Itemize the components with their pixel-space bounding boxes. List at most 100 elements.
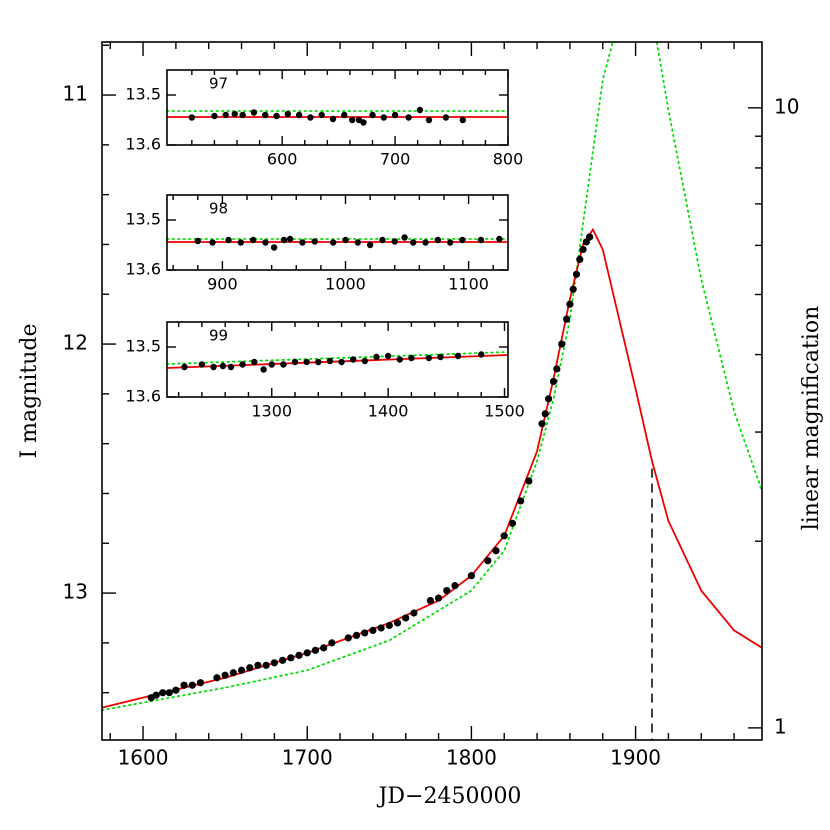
data-point — [159, 689, 167, 697]
data-point — [320, 644, 328, 652]
data-point — [569, 285, 577, 293]
data-point — [246, 664, 254, 672]
y-tick-label: 13.6 — [125, 387, 161, 406]
data-point — [227, 363, 235, 371]
model-curve — [102, 227, 762, 709]
data-point — [211, 112, 218, 120]
y-tick-label: 13.6 — [125, 135, 161, 154]
data-point — [262, 111, 269, 119]
frame — [166, 69, 509, 146]
data-point — [379, 236, 386, 244]
data-point — [425, 354, 433, 362]
data-point — [329, 115, 337, 123]
frame — [101, 41, 763, 741]
data-point — [172, 686, 180, 694]
data-point — [280, 236, 288, 244]
data-point — [508, 519, 517, 527]
data-point — [408, 354, 415, 362]
data-point — [525, 477, 533, 485]
plot-area — [167, 234, 508, 251]
frame — [166, 194, 509, 271]
data-point — [295, 111, 303, 119]
x-tick-label: 1800 — [446, 746, 497, 770]
inset-label: 99 — [209, 327, 228, 345]
data-point — [318, 111, 325, 119]
data-point — [278, 656, 287, 664]
data-point — [579, 245, 587, 254]
data-point — [360, 119, 367, 126]
data-point — [354, 239, 362, 246]
data-point — [210, 363, 217, 371]
data-point — [311, 238, 318, 245]
data-point — [369, 626, 377, 635]
x-tick-label: 700 — [380, 150, 411, 169]
data-point — [295, 651, 303, 659]
data-point — [443, 586, 451, 595]
data-point — [566, 300, 574, 308]
y2-axis-label: linear magnification — [799, 306, 824, 531]
data-point — [262, 239, 269, 246]
data-point — [446, 239, 454, 246]
data-point — [459, 236, 466, 244]
y-tick-label: 13.5 — [125, 85, 161, 104]
data-point — [393, 619, 402, 627]
data-point — [209, 239, 216, 246]
data-point — [402, 614, 410, 622]
data-point — [426, 596, 434, 605]
x-tick-label: 600 — [267, 150, 298, 169]
data-point — [484, 557, 492, 565]
data-point — [328, 639, 336, 647]
x-tick-label: 1300 — [251, 402, 292, 421]
y-tick-label: 13.6 — [125, 260, 161, 279]
data-point — [284, 110, 292, 118]
data-point — [338, 358, 345, 366]
data-point — [541, 410, 549, 418]
data-point — [416, 106, 424, 114]
plot-area — [167, 351, 508, 373]
data-point — [329, 239, 337, 246]
inset-background — [167, 195, 508, 270]
data-point — [229, 669, 237, 677]
data-point — [405, 114, 412, 121]
x-tick-label: 900 — [207, 275, 238, 294]
data-point — [268, 361, 275, 368]
inset-background — [167, 322, 508, 397]
data-point — [260, 366, 267, 373]
data-point — [366, 241, 374, 249]
data-point — [303, 649, 311, 657]
data-point — [396, 356, 403, 363]
data-point — [299, 239, 306, 246]
x-axis-label: JD−2450000 — [377, 784, 522, 809]
data-point — [549, 377, 558, 386]
data-point — [410, 609, 418, 617]
data-point — [311, 646, 320, 654]
x-tick-label: 1400 — [368, 402, 409, 421]
data-point — [538, 420, 546, 428]
data-point — [181, 363, 188, 371]
x-tick-label: 1900 — [610, 746, 661, 770]
data-point — [348, 116, 356, 124]
data-point — [342, 236, 349, 244]
data-point — [344, 634, 352, 642]
x-tick-label: 1100 — [448, 275, 489, 294]
data-point — [553, 365, 561, 373]
data-point — [451, 582, 459, 590]
x-tick-label: 1600 — [118, 746, 169, 770]
data-point — [250, 109, 258, 116]
data-point — [219, 362, 227, 370]
x-tick-label: 1500 — [484, 402, 525, 421]
plot-area — [167, 106, 508, 126]
data-point — [442, 114, 450, 121]
data-point — [454, 352, 462, 360]
data-point — [221, 671, 229, 679]
data-point — [254, 661, 262, 669]
y-tick-label: 13 — [63, 580, 88, 604]
data-point — [194, 237, 201, 245]
data-point — [237, 666, 246, 674]
data-point — [391, 238, 398, 245]
data-point — [188, 114, 196, 121]
data-point — [198, 361, 206, 368]
data-point — [563, 315, 571, 323]
inset-label: 98 — [209, 200, 228, 218]
y2-tick-label: 1 — [774, 714, 787, 738]
